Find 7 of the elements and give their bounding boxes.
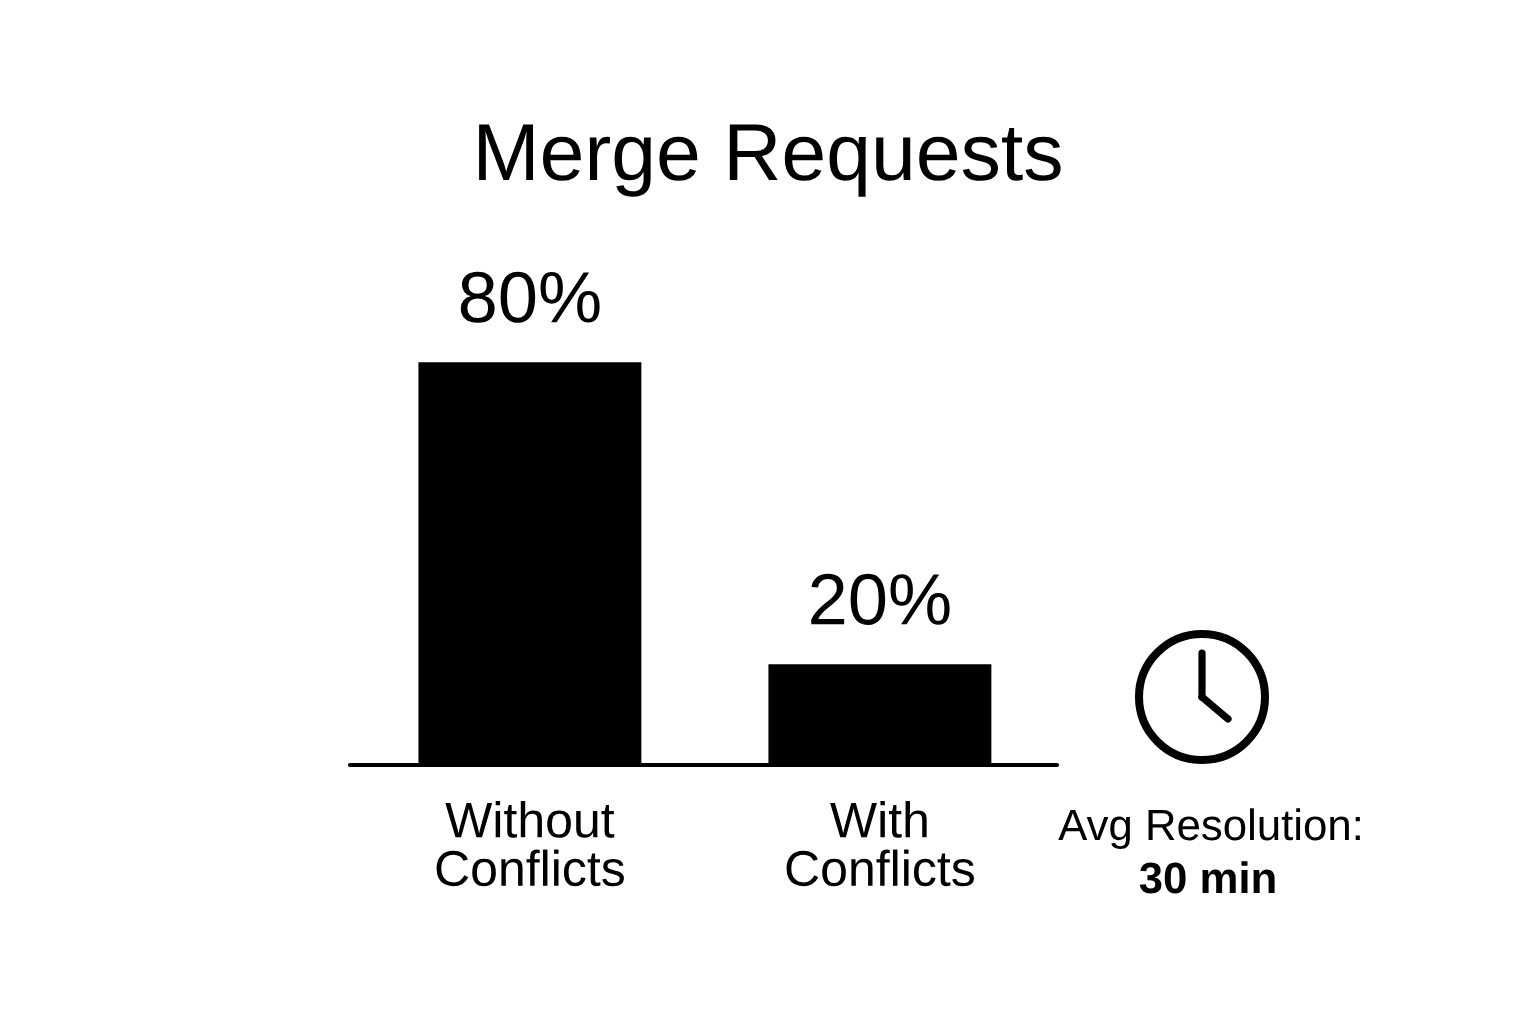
chart-title: Merge Requests	[479, 124, 1061, 197]
text: 30 min	[1139, 861, 1275, 894]
x-tick-label: With Conflicts	[786, 801, 974, 887]
text: Avg Resolution:	[1058, 808, 1360, 850]
x-tick-label: Without Conflicts	[436, 801, 624, 887]
data-label: 80%	[460, 271, 600, 323]
data-label: 20%	[811, 573, 950, 626]
